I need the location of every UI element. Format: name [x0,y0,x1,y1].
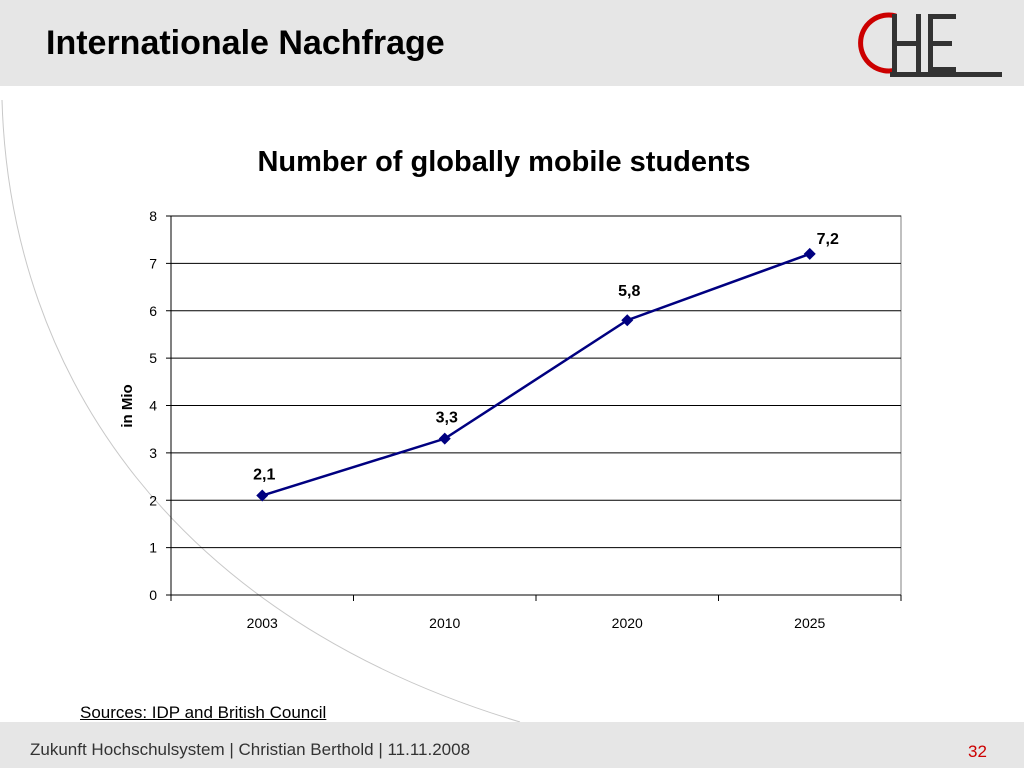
logo-e-bottom [928,67,956,72]
series-layer [256,247,816,502]
data-label: 5,8 [618,283,640,300]
series-line [261,252,811,497]
data-point-marker [256,489,269,502]
logo-e-mid [928,41,952,46]
page-number: 32 [968,742,987,761]
y-tick-label: 3 [149,445,157,461]
y-tick-label: 0 [149,587,157,603]
decorative-curve [1,99,521,722]
data-point-marker [621,314,634,327]
x-tick-label: 2010 [429,615,460,631]
x-tick-label: 2020 [612,615,643,631]
data-point-marker [803,247,816,260]
y-tick-label: 4 [149,398,157,414]
y-tick-label: 6 [149,303,157,319]
x-tick-label: 2003 [247,615,278,631]
data-label: 3,3 [436,410,458,427]
data-label: 2,1 [253,467,275,484]
label-layer: 2,1 3,3 5,8 7,2 [253,231,839,484]
y-tick-label: 5 [149,350,157,366]
data-point-marker [438,432,451,445]
y-axis-title: in Mio [119,384,136,427]
logo-e-top [928,14,956,19]
x-tick-label: 2025 [794,615,825,631]
logo-c-mark [858,12,897,74]
che-logo [858,12,1002,77]
grid-layer [170,215,902,596]
y-tick-label: 1 [149,540,157,556]
source-link[interactable]: Sources: IDP and British Council [80,703,327,722]
footer-band [0,722,1024,768]
logo-underline [890,72,1002,77]
footer-text: Zukunft Hochschulsystem | Christian Bert… [30,740,471,759]
logo-h-right [916,14,921,72]
slide-title: Internationale Nachfrage [46,24,445,62]
header-band [0,0,1024,86]
axis-layer: 0 1 2 3 4 5 6 7 8 2003 2010 2020 2025 [149,208,902,631]
y-tick-label: 7 [149,255,157,271]
logo-h-bar [892,41,920,46]
data-label: 7,2 [817,231,839,248]
y-tick-label: 8 [149,208,157,224]
y-tick-label: 2 [149,492,157,508]
chart-title: Number of globally mobile students [257,146,751,178]
line-chart: 0 1 2 3 4 5 6 7 8 2003 2010 2020 2025 2,1 3,3 5,8 7,2 i… [119,208,902,631]
